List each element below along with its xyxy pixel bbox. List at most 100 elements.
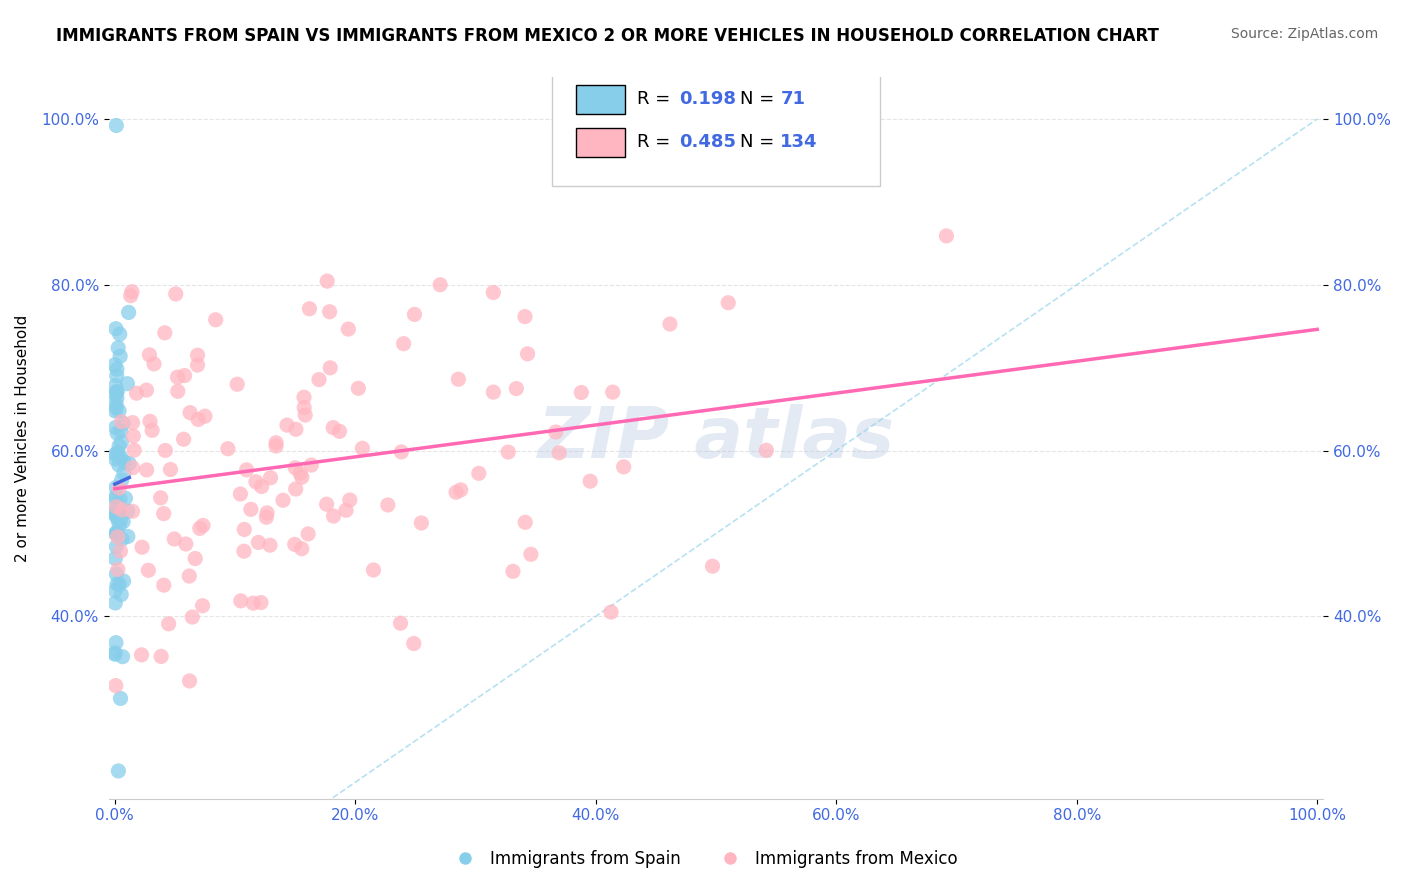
Immigrants from Mexico: [149, 491, 172, 505]
Immigrants from Spain: [108, 458, 131, 472]
Immigrants from Mexico: [284, 482, 307, 496]
Immigrants from Spain: [107, 764, 129, 778]
Immigrants from Mexico: [335, 503, 357, 517]
FancyBboxPatch shape: [553, 67, 880, 186]
Immigrants from Spain: [108, 577, 131, 591]
Immigrants from Spain: [105, 426, 128, 441]
Immigrants from Mexico: [600, 605, 623, 619]
Immigrants from Spain: [105, 480, 128, 494]
Immigrants from Spain: [107, 450, 129, 464]
Immigrants from Mexico: [256, 506, 278, 520]
Immigrants from Mexico: [108, 481, 131, 495]
Immigrants from Mexico: [157, 616, 180, 631]
Immigrants from Mexico: [544, 425, 567, 439]
Immigrants from Mexico: [322, 509, 344, 524]
Immigrants from Spain: [104, 646, 127, 660]
Immigrants from Mexico: [502, 565, 524, 579]
Immigrants from Spain: [110, 473, 132, 487]
Immigrants from Mexico: [141, 423, 163, 437]
Immigrants from Mexico: [110, 415, 132, 429]
Immigrants from Mexico: [125, 386, 148, 401]
Immigrants from Spain: [105, 119, 128, 133]
Text: R =: R =: [637, 90, 676, 108]
Immigrants from Spain: [111, 649, 134, 664]
Text: 0.198: 0.198: [679, 90, 737, 108]
Immigrants from Spain: [105, 391, 128, 405]
Immigrants from Spain: [117, 305, 139, 319]
Immigrants from Mexico: [122, 443, 145, 458]
Immigrants from Mexico: [328, 425, 350, 439]
Immigrants from Mexico: [292, 390, 315, 404]
Immigrants from Mexico: [121, 504, 143, 518]
Immigrants from Mexico: [229, 487, 252, 501]
Immigrants from Spain: [108, 349, 131, 363]
Immigrants from Mexico: [315, 497, 337, 511]
Immigrants from Spain: [105, 401, 128, 415]
Legend: Immigrants from Spain, Immigrants from Mexico: Immigrants from Spain, Immigrants from M…: [441, 844, 965, 875]
Immigrants from Spain: [104, 647, 127, 661]
Immigrants from Spain: [105, 384, 128, 399]
Immigrants from Mexico: [297, 527, 319, 541]
Immigrants from Mexico: [319, 360, 342, 375]
Immigrants from Spain: [112, 417, 135, 431]
Immigrants from Spain: [104, 551, 127, 566]
Immigrants from Mexico: [245, 475, 267, 489]
Immigrants from Spain: [112, 466, 135, 480]
Immigrants from Mexico: [166, 370, 188, 384]
Immigrants from Mexico: [294, 408, 316, 422]
Immigrants from Spain: [111, 532, 134, 546]
Immigrants from Mexico: [174, 537, 197, 551]
Immigrants from Mexico: [450, 483, 472, 497]
Immigrants from Mexico: [392, 336, 415, 351]
Immigrants from Mexico: [579, 474, 602, 488]
Immigrants from Mexico: [194, 409, 217, 424]
Immigrants from Mexico: [259, 471, 281, 485]
Immigrants from Mexico: [339, 493, 361, 508]
Immigrants from Spain: [112, 455, 135, 469]
Immigrants from Spain: [104, 583, 127, 598]
Immigrants from Spain: [104, 526, 127, 541]
Immigrants from Spain: [104, 358, 127, 372]
Immigrants from Mexico: [247, 535, 270, 549]
Immigrants from Mexico: [186, 358, 208, 372]
Text: IMMIGRANTS FROM SPAIN VS IMMIGRANTS FROM MEXICO 2 OR MORE VEHICLES IN HOUSEHOLD : IMMIGRANTS FROM SPAIN VS IMMIGRANTS FROM…: [56, 27, 1159, 45]
Immigrants from Spain: [107, 509, 129, 524]
Immigrants from Mexico: [298, 301, 321, 316]
Immigrants from Spain: [105, 397, 128, 411]
Immigrants from Mexico: [299, 458, 322, 472]
Immigrants from Mexico: [291, 470, 314, 484]
Immigrants from Mexico: [204, 312, 226, 326]
Text: 71: 71: [780, 90, 806, 108]
Immigrants from Mexico: [259, 538, 281, 552]
Text: N =: N =: [741, 90, 780, 108]
Immigrants from Mexico: [188, 521, 211, 535]
Immigrants from Mexico: [284, 460, 307, 475]
Immigrants from Mexico: [429, 277, 451, 292]
Immigrants from Mexico: [602, 385, 624, 400]
Immigrants from Spain: [104, 492, 127, 507]
Immigrants from Mexico: [935, 228, 957, 243]
Immigrants from Mexico: [143, 357, 166, 371]
Immigrants from Spain: [104, 452, 127, 467]
Immigrants from Mexico: [482, 385, 505, 400]
Immigrants from Mexico: [516, 347, 538, 361]
Immigrants from Mexico: [152, 507, 174, 521]
Immigrants from Mexico: [755, 443, 778, 458]
Immigrants from Mexico: [411, 516, 433, 530]
Immigrants from Spain: [104, 490, 127, 504]
Immigrants from Mexico: [122, 429, 145, 443]
Immigrants from Mexico: [520, 547, 543, 561]
Immigrants from Mexico: [155, 443, 177, 458]
Immigrants from Mexico: [515, 516, 537, 530]
Immigrants from Mexico: [139, 414, 162, 428]
Immigrants from Spain: [105, 525, 128, 540]
Immigrants from Spain: [105, 508, 128, 522]
Immigrants from Mexico: [316, 274, 339, 288]
Immigrants from Spain: [105, 577, 128, 591]
Text: ZIP atlas: ZIP atlas: [537, 403, 894, 473]
Immigrants from Spain: [108, 507, 131, 521]
Immigrants from Mexico: [447, 372, 470, 386]
Immigrants from Mexico: [284, 422, 307, 436]
Immigrants from Mexico: [717, 295, 740, 310]
Immigrants from Mexico: [165, 287, 187, 301]
